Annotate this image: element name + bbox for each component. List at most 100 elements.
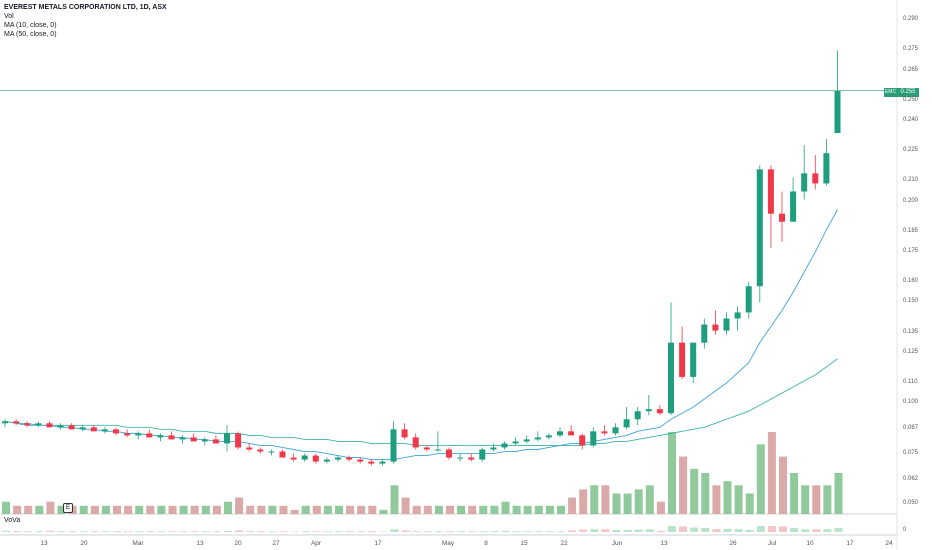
vova-indicator-label[interactable]: VoVa: [4, 517, 21, 524]
ma10-indicator-label[interactable]: MA (10, close, 0): [4, 22, 57, 29]
price-tick-label: 0.110: [903, 378, 918, 385]
candle-body: [24, 423, 31, 426]
volume-bar: [834, 473, 843, 514]
candle-body: [457, 457, 464, 459]
vova-bar: [124, 531, 133, 532]
candle-body: [801, 173, 808, 192]
vova-bar: [723, 528, 732, 532]
vova-bar: [368, 531, 377, 532]
price-tick-label: 0.300: [903, 0, 918, 2]
volume-bar: [701, 473, 710, 514]
candle-body: [756, 169, 763, 287]
volume-bar: [612, 493, 621, 514]
vova-bar: [812, 529, 821, 532]
volume-bar: [79, 505, 88, 514]
volume-bar: [779, 456, 787, 514]
vova-bar: [68, 531, 77, 532]
volume-bar: [412, 505, 421, 514]
vova-bar: [601, 529, 610, 532]
volume-bars: [2, 432, 843, 514]
volume-bar: [446, 505, 454, 514]
symbol-title[interactable]: EVEREST METALS CORPORATION LTD, 1D, ASX: [4, 4, 167, 11]
vova-bar: [79, 531, 88, 532]
candle-body: [767, 169, 774, 214]
candle-body: [668, 342, 674, 414]
volume-bar: [534, 505, 543, 514]
candle-body: [468, 457, 475, 460]
volume-bar: [634, 489, 643, 514]
vova-bar: [312, 531, 321, 532]
volume-bar: [90, 505, 99, 514]
vova-bar: [612, 530, 621, 532]
price-tick-label: 0.087: [903, 425, 919, 432]
vova-bar: [490, 531, 499, 532]
candle-body: [201, 439, 208, 442]
vova-bar: [179, 531, 188, 532]
vova-bar: [13, 531, 22, 532]
volume-bar: [212, 505, 221, 514]
volume-bar: [2, 501, 10, 514]
vova-bar: [468, 531, 477, 532]
price-tick-label: 0.150: [903, 298, 919, 305]
vova-bar: [634, 529, 643, 532]
price-tick-label: 0.125: [903, 348, 919, 355]
candle-body: [35, 423, 42, 426]
vova-bar: [579, 529, 588, 532]
candle-body: [534, 437, 541, 440]
volume-bar: [490, 505, 499, 514]
vova-bar: [146, 531, 155, 532]
candle-body: [745, 286, 752, 313]
volume-bar: [756, 444, 765, 514]
vova-bar: [545, 531, 554, 532]
vol-indicator-label[interactable]: Vol: [4, 13, 14, 20]
candle-body: [656, 409, 663, 414]
volume-bar: [268, 505, 277, 514]
vova-bar: [135, 531, 144, 532]
candle-body: [512, 441, 519, 444]
volume-bar: [679, 456, 688, 514]
candle-body: [590, 431, 597, 446]
price-tick-label: 0.175: [903, 247, 919, 254]
volume-bar: [224, 501, 232, 514]
candle-body: [68, 425, 75, 430]
volume-bar: [190, 505, 199, 514]
vova-bar: [656, 530, 665, 532]
vova-bar: [113, 531, 121, 532]
volume-bar: [101, 505, 110, 514]
vova-bar: [557, 531, 565, 532]
price-tick-label: 0.240: [903, 116, 919, 123]
volume-bar: [168, 505, 177, 514]
volume-bar: [135, 505, 144, 514]
candle-body: [434, 449, 441, 451]
ma50-indicator-label[interactable]: MA (50, close, 0): [4, 31, 57, 38]
vova-bar: [235, 530, 244, 532]
candle-body: [623, 419, 630, 428]
time-tick-label: 27: [272, 540, 280, 547]
candle-body: [179, 437, 186, 440]
volume-bar: [179, 505, 188, 514]
price-tick-label: 0.225: [903, 147, 919, 154]
vova-bar: [190, 531, 199, 532]
candle-body: [357, 459, 364, 462]
time-tick-label: 15: [520, 540, 528, 547]
vova-bar: [246, 531, 255, 532]
candle-body: [612, 427, 619, 434]
candle-body: [490, 447, 497, 450]
vova-bar: [57, 531, 66, 532]
candle-body: [257, 449, 264, 452]
candle-body: [412, 437, 419, 448]
chart-legend: EVEREST METALS CORPORATION LTD, 1D, ASX …: [4, 3, 167, 39]
candle-body: [335, 457, 341, 460]
vova-bar: [224, 530, 232, 532]
volume-bar: [357, 505, 366, 514]
vova-bar: [523, 531, 532, 532]
candle-body: [301, 455, 308, 460]
candle-body: [568, 431, 575, 436]
time-tick-label: May: [441, 540, 455, 547]
earnings-marker[interactable]: E: [63, 503, 73, 513]
vova-bars: [2, 526, 843, 532]
vova-bar: [212, 531, 221, 532]
candle-body: [557, 431, 563, 436]
vova-bar: [357, 531, 366, 532]
